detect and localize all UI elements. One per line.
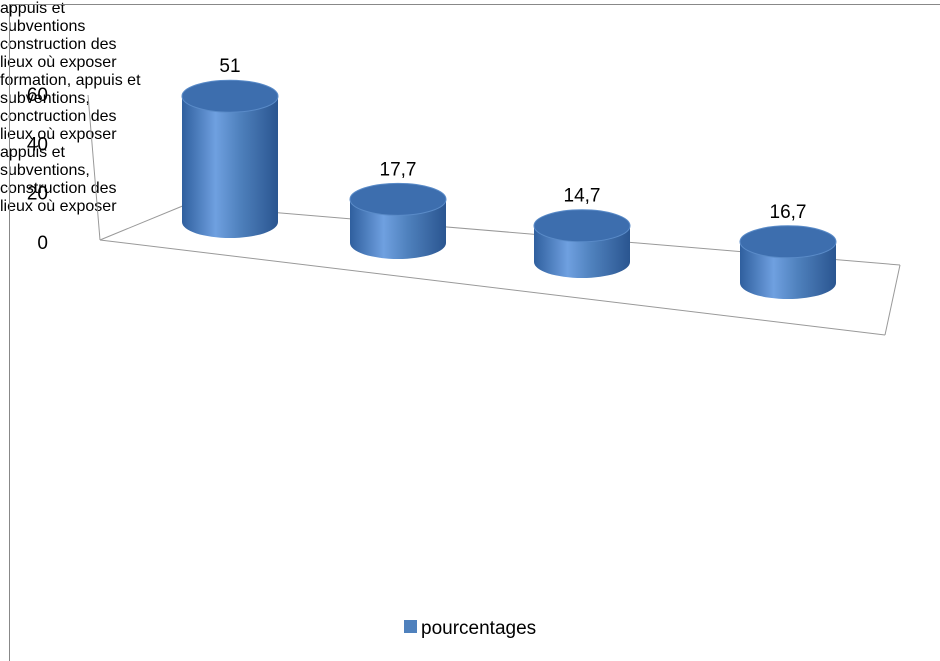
bar-top (349, 182, 447, 216)
bar (182, 96, 278, 238)
x-tick-label: construction des lieux où exposer (0, 36, 117, 71)
bar (350, 199, 446, 259)
floor-edge (884, 264, 901, 336)
floor-edge (99, 239, 886, 336)
back-wall-edge (87, 94, 101, 241)
x-tick-label: appuis et subventions, construction des … (0, 144, 117, 215)
x-tick-label: formation, appuis et subventions, conctr… (0, 72, 141, 143)
bar-top (533, 209, 631, 243)
value-label: 17,7 (380, 159, 417, 180)
y-tick-label: 0 (37, 233, 48, 254)
value-label: 14,7 (564, 186, 601, 207)
value-label: 16,7 (770, 202, 807, 223)
bar-top (739, 225, 837, 259)
y-tick-label: 20 (27, 184, 48, 205)
floor-edge (99, 204, 186, 241)
legend-swatch (404, 620, 417, 633)
y-tick-label: 60 (27, 85, 48, 106)
value-label: 51 (219, 56, 240, 77)
bar-top (181, 79, 279, 113)
chart-border (9, 4, 940, 661)
legend-label: pourcentages (421, 618, 536, 639)
y-tick-label: 40 (27, 134, 48, 155)
